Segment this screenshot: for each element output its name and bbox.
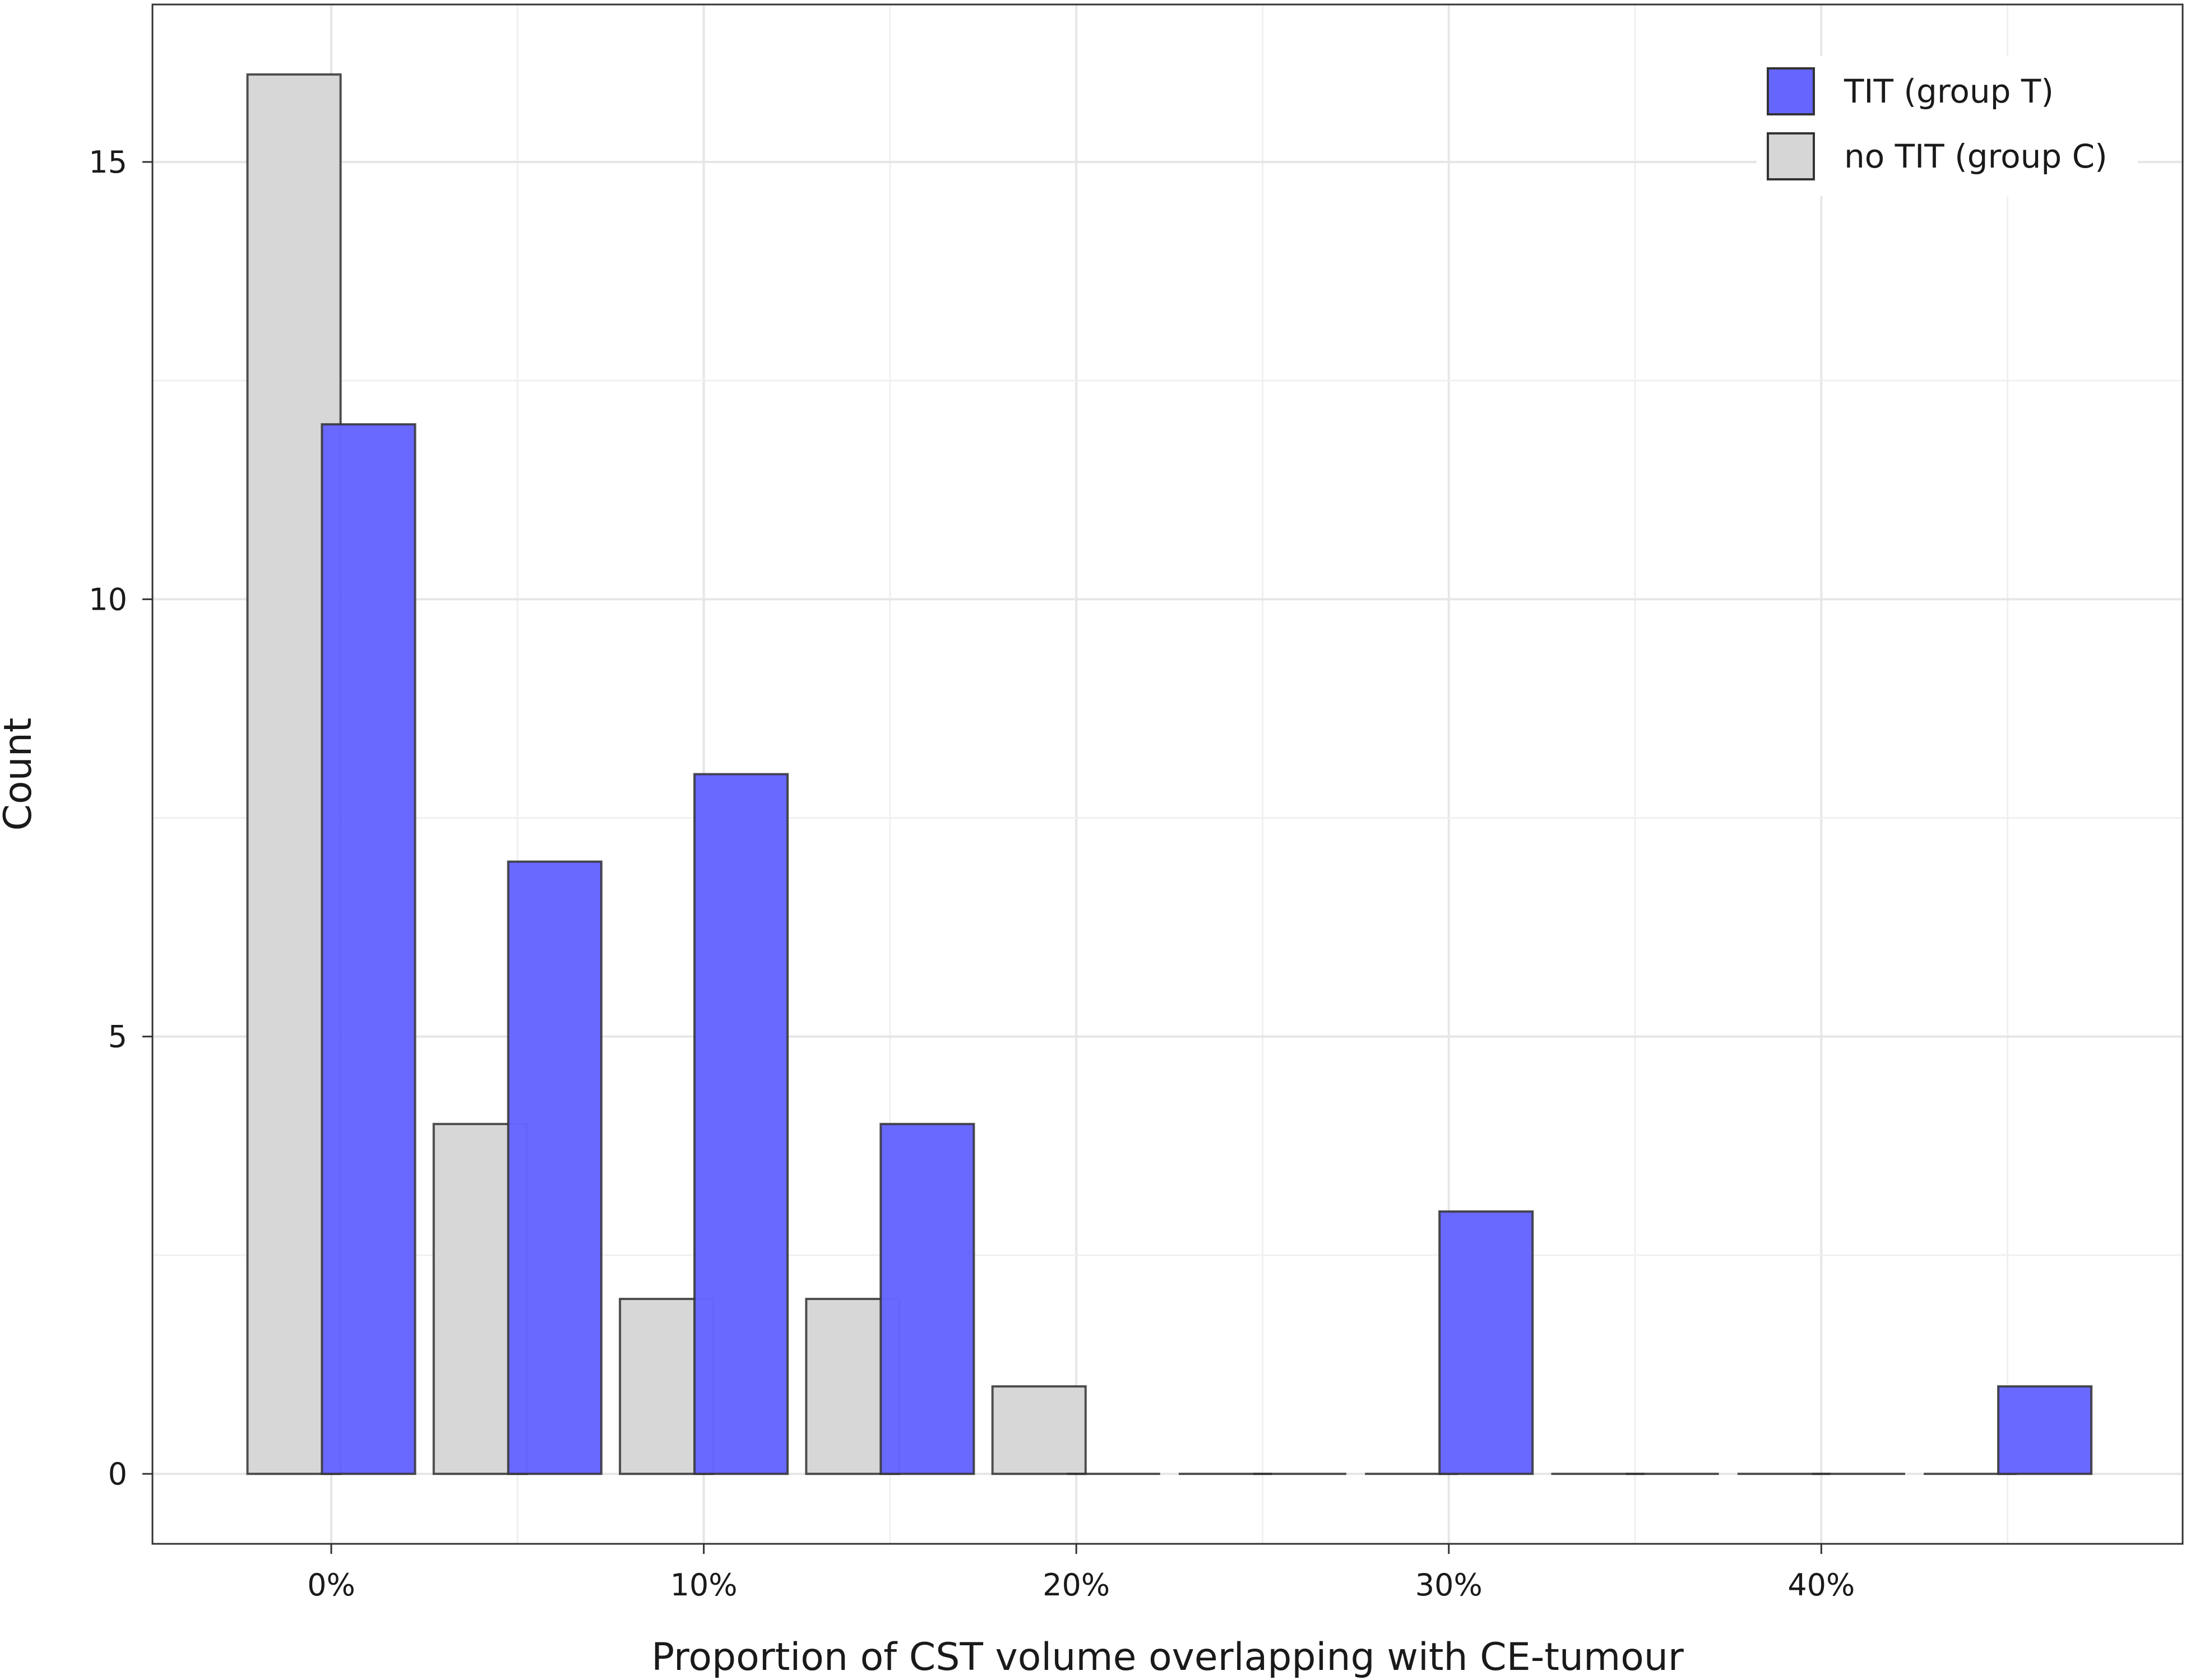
x-axis-title: Proportion of CST volume overlapping wit… <box>651 1635 1684 1679</box>
legend-label-no-tit: no TIT (group C) <box>1844 137 2108 175</box>
y-tick-label: 5 <box>108 1019 127 1055</box>
bar-tit-bin-15 <box>879 1122 975 1475</box>
x-tick-label: 20% <box>1043 1567 1110 1603</box>
bar-tit-bin-45 <box>1997 1385 2093 1475</box>
x-tick-label: 0% <box>307 1567 355 1603</box>
legend-label-tit: TIT (group T) <box>1844 72 2054 110</box>
bar-tit-bin-0 <box>321 423 416 1475</box>
y-tick-label: 10 <box>89 582 127 617</box>
legend: TIT (group T) no TIT (group C) <box>1757 56 2138 196</box>
series-tit-bars <box>321 423 2093 1475</box>
x-tick-label: 30% <box>1415 1567 1483 1603</box>
y-axis-title: Count <box>0 718 40 831</box>
bar-tit-bin-5 <box>507 860 603 1475</box>
y-tick-label: 0 <box>108 1456 127 1492</box>
legend-background <box>1757 56 2138 196</box>
legend-swatch-no-tit <box>1767 132 1815 180</box>
bar-tit-bin-10 <box>693 773 789 1475</box>
bar-tit-bin-30 <box>1438 1210 1534 1475</box>
y-tick-label: 15 <box>89 145 127 180</box>
bar-no-tit-bin-20 <box>991 1385 1087 1475</box>
plot-frame <box>151 3 2184 1545</box>
legend-swatch-tit <box>1767 67 1815 115</box>
x-tick-label: 40% <box>1787 1567 1855 1603</box>
x-tick-label: 10% <box>670 1567 738 1603</box>
axes: 0% 10% 20% 30% 40% 0 5 10 15 <box>89 145 1855 1603</box>
